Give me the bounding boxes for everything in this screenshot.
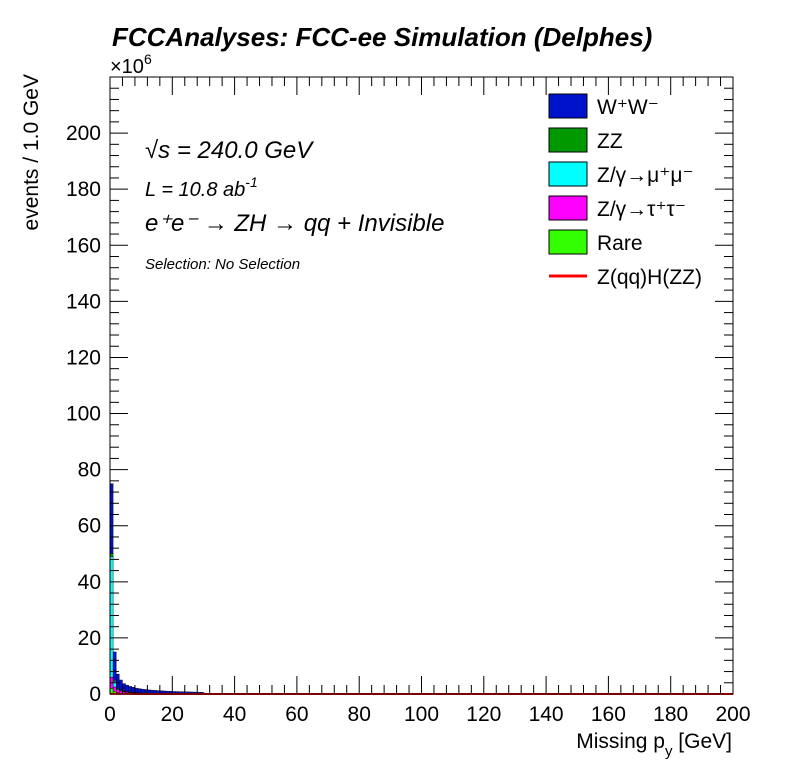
x-axis-label: Missing py [GeV] — [576, 730, 732, 760]
x-tick-label: 160 — [591, 703, 626, 726]
selection-label: Selection: No Selection — [145, 256, 300, 273]
bar-ww-bin-1 — [112, 651, 117, 681]
sqrt-s: √s — [145, 137, 170, 164]
legend-label-z: Z/γ→μ⁺μ⁻ — [597, 164, 694, 187]
bar-z-bin-2 — [116, 689, 120, 693]
bar-ww-bin-10 — [140, 688, 145, 694]
energy-value: = 240.0 GeV — [170, 137, 314, 164]
process-label: e⁺e⁻ → ZH → qq + Invisible — [145, 210, 444, 237]
svg-text:×106: ×106 — [110, 51, 152, 78]
bar-z-bin-1 — [112, 686, 117, 692]
lumi-base: L = 10.8 ab — [145, 179, 245, 201]
luminosity-label: L = 10.8 ab-1 — [145, 174, 258, 201]
legend-label-ww: W⁺W⁻ — [597, 96, 659, 119]
bar-ww-bin-2 — [116, 673, 120, 689]
bar-ww-bin-13 — [150, 689, 154, 694]
y-tick-label: 200 — [66, 122, 101, 145]
lumi-exp: -1 — [245, 174, 257, 190]
x-tick-label: 120 — [466, 703, 501, 726]
x-tick-label: 20 — [161, 703, 184, 726]
x-axis-label-main: Missing p — [576, 730, 665, 753]
y-tick-label: 60 — [78, 515, 101, 538]
legend-swatch-z — [548, 161, 588, 187]
x-tick-label: 0 — [104, 703, 116, 726]
x-axis-label-sub: y — [665, 743, 673, 760]
y-multiplier-base: ×10 — [110, 56, 144, 78]
legend-swatch-z — [548, 195, 588, 221]
x-axis-label-unit: [GeV] — [672, 730, 732, 753]
x-tick-label: 200 — [715, 703, 750, 726]
annotations: √s = 240.0 GeV L = 10.8 ab-1 e⁺e⁻ → ZH →… — [145, 137, 444, 273]
y-tick-label: 120 — [66, 346, 101, 369]
legend-label-signal: Z(qq)H(ZZ) — [597, 266, 702, 289]
x-tick-label: 180 — [653, 703, 688, 726]
stacked-bars — [109, 483, 235, 695]
y-multiplier-exp: 6 — [144, 51, 152, 67]
y-axis-label: events / 1.0 GeV — [20, 74, 43, 230]
x-tick-label: 140 — [529, 703, 564, 726]
y-tick-label: 140 — [66, 290, 101, 313]
y-tick-label: 20 — [78, 627, 101, 650]
y-multiplier: ×106 — [110, 51, 152, 78]
bar-ww-bin-9 — [137, 688, 142, 694]
legend-label-z: Z/γ→τ⁺τ⁻ — [597, 198, 686, 221]
x-tick-label: 40 — [223, 703, 246, 726]
bar-ww-bin-5 — [125, 684, 129, 692]
x-axis-ticks: 0 20 40 60 80 100 120 140 160 180 200 — [104, 77, 751, 726]
x-tick-label: 60 — [285, 703, 308, 726]
bar-ww-bin-6 — [128, 686, 133, 693]
legend: W⁺W⁻ ZZ Z/γ→μ⁺μ⁻ Z/γ→τ⁺τ⁻ Rare Z(qq)H(ZZ) — [548, 93, 702, 289]
x-tick-label: 100 — [404, 703, 439, 726]
legend-label-zz: ZZ — [597, 130, 623, 153]
y-tick-label: 100 — [66, 403, 101, 426]
y-tick-label: 180 — [66, 178, 101, 201]
bar-z-bin-1 — [112, 681, 117, 688]
plot-title: FCCAnalyses: FCC-ee Simulation (Delphes) — [112, 22, 652, 52]
bar-zz-bin-1 — [112, 679, 117, 682]
y-axis-ticks: 0 20 40 60 80 100 120 140 160 180 200 — [66, 76, 733, 706]
energy-label: √s = 240.0 GeV — [145, 137, 314, 164]
legend-swatch-ww — [548, 93, 588, 119]
y-tick-label: 40 — [78, 571, 101, 594]
legend-swatch-zz — [548, 127, 588, 153]
y-tick-label: 80 — [78, 459, 101, 482]
legend-label-rare: Rare — [597, 232, 643, 255]
y-tick-label: 0 — [89, 683, 101, 706]
legend-swatch-rare — [548, 229, 588, 255]
y-tick-label: 160 — [66, 234, 101, 257]
x-tick-label: 80 — [348, 703, 371, 726]
